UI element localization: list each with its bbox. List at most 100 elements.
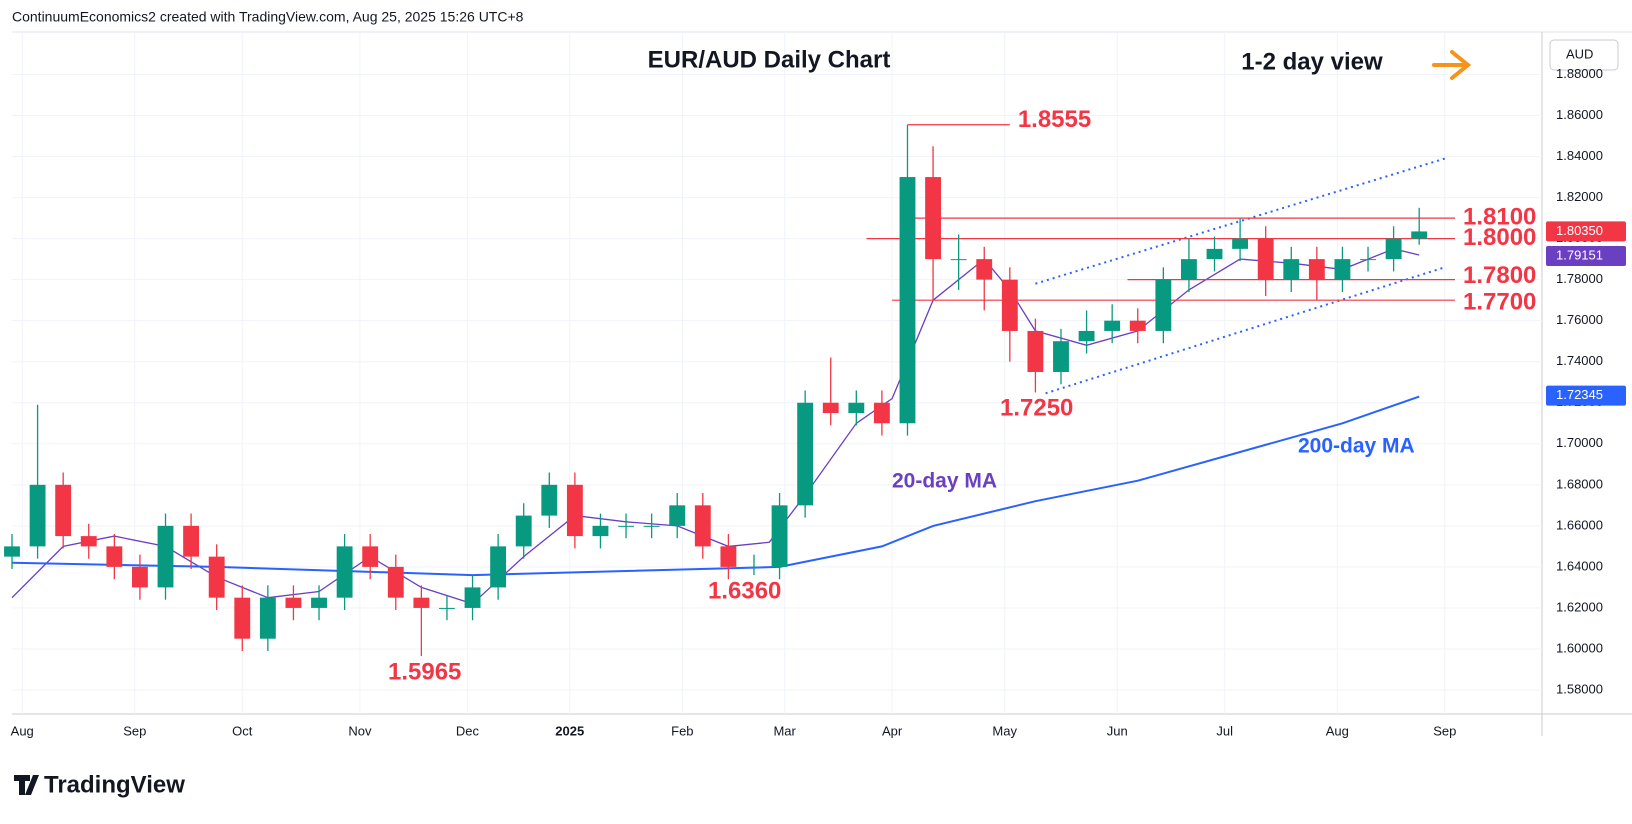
candle-body xyxy=(1232,238,1249,249)
candle-body xyxy=(694,505,711,547)
candle-body xyxy=(1283,259,1300,280)
x-tick-label: May xyxy=(992,723,1017,738)
candle-body xyxy=(490,546,507,588)
candle-body xyxy=(925,177,942,260)
arrow-head xyxy=(1450,50,1472,80)
level-label: 1.7800 xyxy=(1463,262,1536,289)
x-tick-label: Oct xyxy=(232,723,253,738)
x-tick-label: Nov xyxy=(348,723,372,738)
y-tick-label: 1.78000 xyxy=(1556,271,1603,286)
candle-body xyxy=(1129,320,1146,331)
x-tick-label: 2025 xyxy=(555,723,584,738)
candle-body xyxy=(311,597,327,608)
y-tick-label: 1.74000 xyxy=(1556,353,1603,368)
level-label: 1.7700 xyxy=(1463,289,1536,316)
x-tick-label: Jun xyxy=(1107,723,1128,738)
x-tick-label: Feb xyxy=(671,723,693,738)
candle-body xyxy=(29,484,46,547)
price-label: 1.79151 xyxy=(1556,247,1603,262)
candle-body xyxy=(387,566,404,598)
candle-body xyxy=(1308,259,1325,280)
candle-body xyxy=(873,402,890,424)
candle-body xyxy=(1155,279,1172,331)
candle-body xyxy=(1360,259,1376,261)
x-tick-label: Sep xyxy=(1433,723,1456,738)
candle-body xyxy=(1078,330,1095,342)
candle-body xyxy=(1385,238,1402,260)
price-label: 1.80350 xyxy=(1556,223,1603,238)
candle-body xyxy=(413,597,430,608)
candle-body xyxy=(157,525,174,588)
candle-body xyxy=(55,484,72,537)
candle-body xyxy=(1027,330,1044,372)
candle-body xyxy=(1411,231,1428,239)
candle-body xyxy=(1257,238,1274,280)
arrow xyxy=(1432,50,1472,80)
header: ContinuumEconomics2 created with Trading… xyxy=(12,9,524,25)
candle-body xyxy=(643,525,660,527)
y-tick-label: 1.70000 xyxy=(1556,435,1603,450)
candle-body xyxy=(1001,279,1018,331)
candle-body xyxy=(4,546,20,557)
ma20-label: 20-day MA xyxy=(892,470,997,493)
x-tick-label: Sep xyxy=(123,723,146,738)
candle-body xyxy=(720,546,737,567)
level-label: 1.8555 xyxy=(1018,106,1091,133)
y-tick-label: 1.58000 xyxy=(1556,681,1603,696)
price-label-box xyxy=(1546,385,1626,406)
candle-body xyxy=(976,259,993,280)
low-annotation: 1.7250 xyxy=(1000,394,1073,421)
ma200-label: 200-day MA xyxy=(1298,435,1415,458)
candle-body xyxy=(464,587,481,608)
candle-body xyxy=(259,597,276,639)
low-annotation: 1.6360 xyxy=(708,577,781,604)
candle-body xyxy=(208,556,225,598)
level-label: 1.8100 xyxy=(1463,203,1536,230)
brand-logo: TradingView xyxy=(14,771,185,798)
logo-icon xyxy=(14,775,39,795)
level-label: 1.8000 xyxy=(1463,224,1536,251)
candle-body xyxy=(183,525,200,557)
candle-body xyxy=(285,597,302,608)
candle-body xyxy=(515,515,532,547)
x-tick-label: Aug xyxy=(1326,723,1349,738)
candle-body xyxy=(106,546,123,567)
candle-body xyxy=(1053,341,1069,372)
x-tick-label: Dec xyxy=(456,723,480,738)
candle-body xyxy=(592,525,609,537)
y-tick-label: 1.68000 xyxy=(1556,476,1603,491)
candle-body xyxy=(1206,248,1223,260)
candle-body xyxy=(336,546,353,598)
candle-body xyxy=(1104,320,1121,331)
channel-line xyxy=(1045,266,1446,395)
chart-title: EUR/AUD Daily Chart xyxy=(648,46,891,73)
y-tick-label: 1.66000 xyxy=(1556,517,1603,532)
candle-body xyxy=(362,546,379,567)
candle-body xyxy=(848,402,865,414)
brand: TradingView xyxy=(44,771,185,798)
candle-body xyxy=(797,402,814,506)
y-tick-label: 1.62000 xyxy=(1556,599,1603,614)
price-label-box xyxy=(1546,221,1626,242)
x-tick-label: Apr xyxy=(882,723,903,738)
y-tick-label: 1.76000 xyxy=(1556,312,1603,327)
candle-body xyxy=(950,259,967,261)
view-label: 1-2 day view xyxy=(1241,48,1383,75)
candle-body xyxy=(899,177,916,424)
y-tick-label: 1.84000 xyxy=(1556,148,1603,163)
candle-body xyxy=(439,607,455,609)
candle-body xyxy=(566,484,583,537)
price-label: 1.72345 xyxy=(1556,387,1603,402)
currency-box xyxy=(1549,39,1619,71)
price-label-box xyxy=(1546,246,1626,267)
candle-body xyxy=(1180,259,1197,280)
candle-body xyxy=(618,525,634,527)
candle-body xyxy=(822,402,839,414)
x-tick-label: Mar xyxy=(773,723,796,738)
moving-average xyxy=(11,395,1420,577)
candle-body xyxy=(541,484,558,516)
low-annotation: 1.5965 xyxy=(388,658,461,685)
